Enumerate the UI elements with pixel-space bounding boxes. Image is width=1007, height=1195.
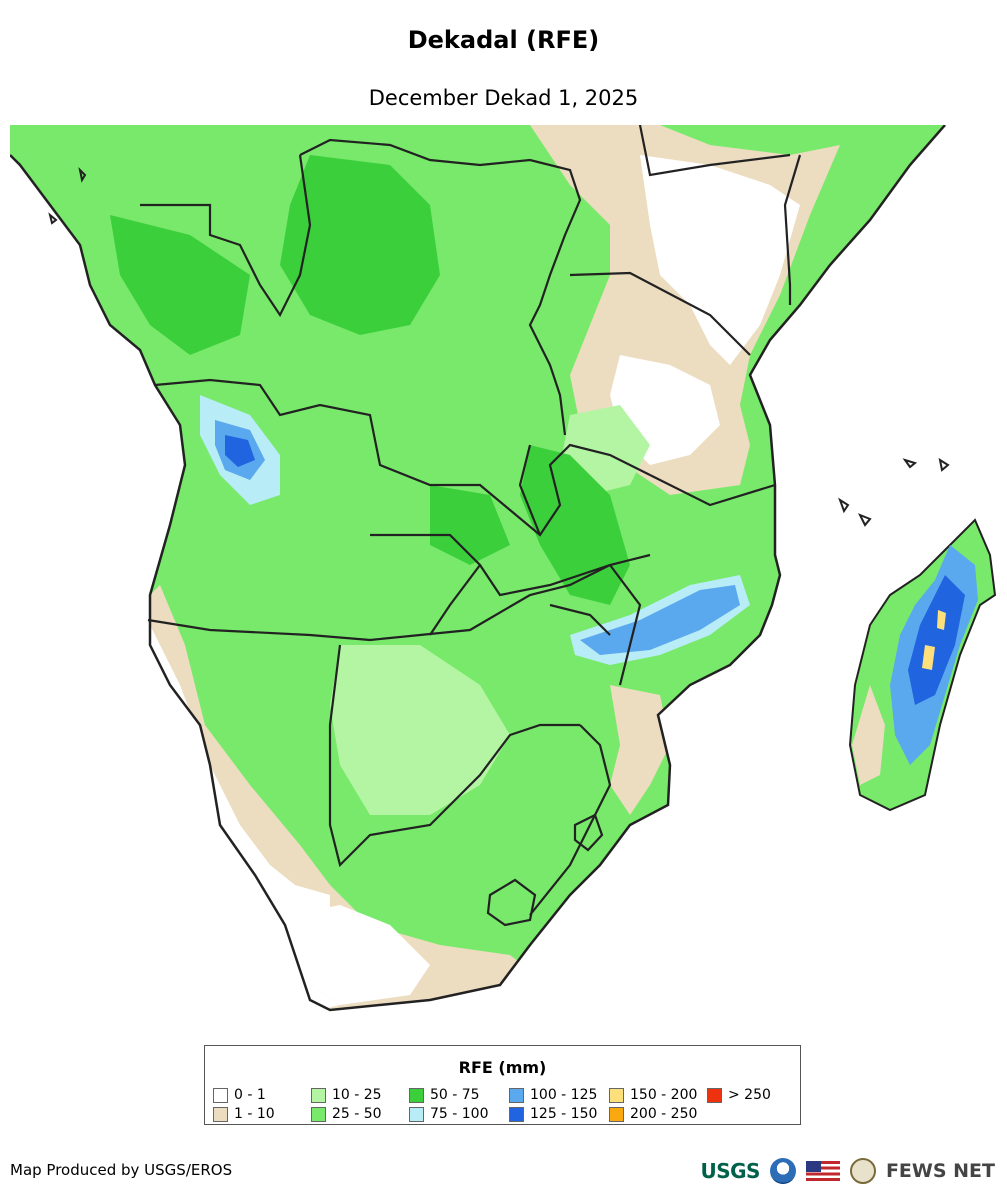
eswatini-border <box>573 813 604 852</box>
dark-green-west <box>110 215 250 355</box>
legend-item: 10 - 25 <box>311 1086 421 1104</box>
map-subtitle: December Dekad 1, 2025 <box>368 86 639 110</box>
map-title: Dekadal (RFE) <box>407 26 600 54</box>
darkblue-angola <box>225 435 255 467</box>
legend-swatch <box>509 1106 524 1122</box>
madagascar-darkblue-overlay <box>908 575 965 705</box>
legend-label: 50 - 75 <box>430 1087 480 1103</box>
lesotho-border <box>486 878 537 927</box>
noaa-logo-icon <box>769 1158 796 1184</box>
legend-swatch <box>409 1106 424 1122</box>
legend-item: 1 - 10 <box>213 1105 323 1123</box>
fews-net-logo: FEWS NET <box>885 1160 995 1182</box>
legend-item: 200 - 250 <box>609 1105 719 1123</box>
white-somalia <box>640 155 800 365</box>
legend-label: 200 - 250 <box>630 1106 698 1122</box>
legend-label: 10 - 25 <box>332 1087 382 1103</box>
state-department-seal-icon <box>849 1158 876 1184</box>
legend-swatch <box>311 1087 326 1103</box>
islands <box>48 166 950 527</box>
legend-item: 150 - 200 <box>609 1086 719 1104</box>
legend-swatch <box>213 1106 228 1122</box>
legend-label: 100 - 125 <box>530 1087 598 1103</box>
legend-box: RFE (mm) 0 - 1 1 - 10 10 - 25 25 - 50 50… <box>204 1045 801 1125</box>
legend-title: RFE (mm) <box>458 1058 547 1077</box>
madagascar-tan-overlay <box>852 685 885 785</box>
credit-text: Map Produced by USGS/EROS <box>10 1161 233 1179</box>
legend-item: 25 - 50 <box>311 1105 421 1123</box>
legend-item: 50 - 75 <box>409 1086 519 1104</box>
blue-mozambique <box>580 585 740 655</box>
coastline <box>10 125 946 1012</box>
legend-swatch <box>609 1087 624 1103</box>
legend-label: > 250 <box>728 1087 771 1103</box>
white-south-cape <box>290 905 430 1005</box>
pale-green-botswana <box>330 645 510 815</box>
dark-green-zambia <box>430 485 510 565</box>
country-borders <box>140 125 802 986</box>
legend-label: 125 - 150 <box>530 1106 598 1122</box>
legend-swatch <box>707 1087 722 1103</box>
madagascar-yellow-overlay-2 <box>937 610 946 630</box>
logo-bar: USGS FEWS NET <box>700 1155 995 1187</box>
usgs-logo: USGS <box>700 1159 760 1183</box>
dark-green-malawi <box>520 445 630 605</box>
legend-item: 0 - 1 <box>213 1086 323 1104</box>
legend-item: 100 - 125 <box>509 1086 619 1104</box>
legend-swatch <box>509 1087 524 1103</box>
rainfall-map <box>10 125 1000 1030</box>
ocean-mask <box>10 125 1000 1030</box>
legend-swatch <box>609 1106 624 1122</box>
legend-label: 150 - 200 <box>630 1087 698 1103</box>
legend-swatch <box>213 1087 228 1103</box>
us-flag-icon <box>805 1161 840 1181</box>
legend-swatch <box>409 1087 424 1103</box>
madagascar-yellow-overlay-1 <box>922 645 935 670</box>
legend-item: 75 - 100 <box>409 1105 519 1123</box>
legend-label: 1 - 10 <box>234 1106 275 1122</box>
dark-green-congo <box>280 155 440 335</box>
legend-item: > 250 <box>707 1086 817 1104</box>
legend-swatch <box>311 1106 326 1122</box>
legend-label: 75 - 100 <box>430 1106 489 1122</box>
tan-coast-mozambique <box>610 685 670 815</box>
white-namibia-sa <box>150 625 340 1010</box>
legend-item: 125 - 150 <box>509 1105 619 1123</box>
legend-label: 25 - 50 <box>332 1106 382 1122</box>
legend-label: 0 - 1 <box>234 1087 266 1103</box>
